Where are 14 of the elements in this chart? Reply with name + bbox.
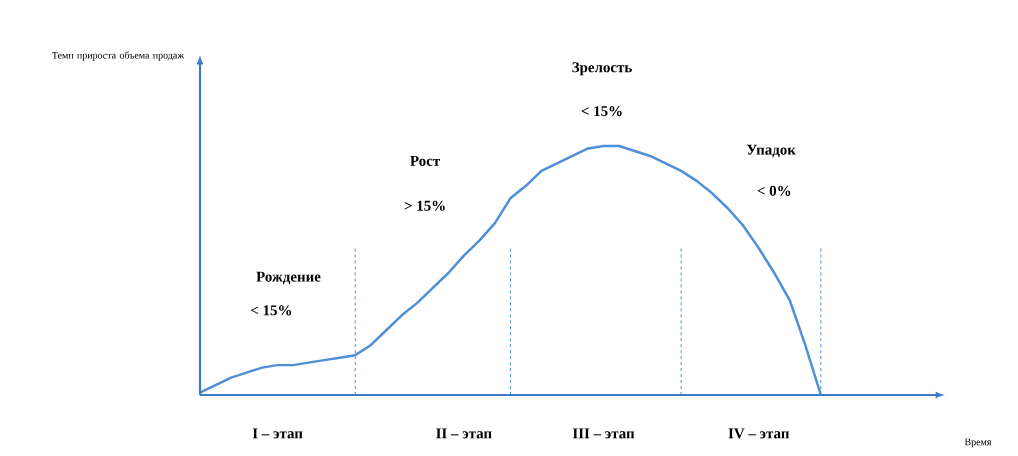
annotation: Упадок <box>746 144 796 158</box>
text: < 15% <box>581 106 622 117</box>
x-tick-label: IV – этап <box>728 428 790 439</box>
text: Зрелость <box>572 62 632 76</box>
x-tick-label: II – этап <box>436 428 492 439</box>
annotation: > 15% <box>404 200 445 211</box>
x-tick-label: I – этап <box>252 428 303 439</box>
annotation: < 15% <box>251 305 292 316</box>
text: Время <box>964 438 992 448</box>
annotation: Рост <box>410 155 440 166</box>
annotation: Рождение <box>256 271 321 285</box>
x-tick-label: III – этап <box>572 428 635 439</box>
text: Темп прироста объема продаж <box>52 51 185 61</box>
annotation: < 0% <box>757 185 791 196</box>
